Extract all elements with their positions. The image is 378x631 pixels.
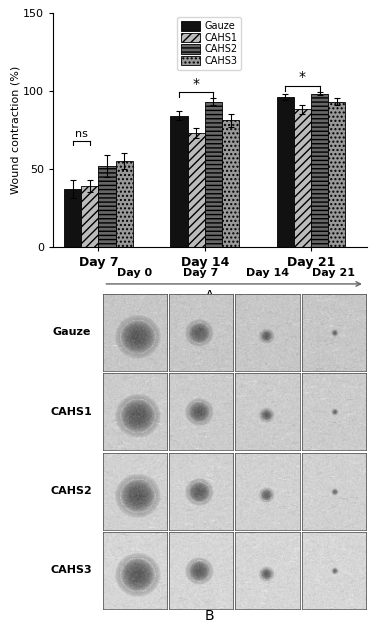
Text: CAHS3: CAHS3 (51, 565, 92, 575)
Y-axis label: Wound contraction (%): Wound contraction (%) (10, 66, 20, 194)
Legend: Gauze, CAHS1, CAHS2, CAHS3: Gauze, CAHS1, CAHS2, CAHS3 (177, 18, 241, 69)
Bar (277, 97, 294, 247)
Bar (294, 109, 311, 247)
Text: Day 14: Day 14 (246, 268, 289, 278)
Text: Gauze: Gauze (52, 327, 91, 338)
Text: CAHS1: CAHS1 (51, 406, 92, 416)
Bar (170, 115, 187, 247)
Text: CAHS2: CAHS2 (51, 486, 92, 496)
Bar (222, 121, 239, 247)
Bar (81, 186, 98, 247)
Bar (187, 133, 205, 247)
Text: Day 21: Day 21 (312, 268, 355, 278)
Bar (311, 94, 328, 247)
Bar (328, 102, 345, 247)
Bar (116, 161, 133, 247)
Text: A: A (205, 289, 215, 303)
Text: B: B (205, 609, 215, 623)
Bar (98, 165, 116, 247)
Text: Day 7: Day 7 (183, 268, 218, 278)
Text: ns: ns (75, 129, 88, 139)
Text: Day 0: Day 0 (117, 268, 152, 278)
Text: *: * (193, 77, 200, 91)
Bar (205, 102, 222, 247)
Text: *: * (299, 71, 306, 85)
Bar (64, 189, 81, 247)
